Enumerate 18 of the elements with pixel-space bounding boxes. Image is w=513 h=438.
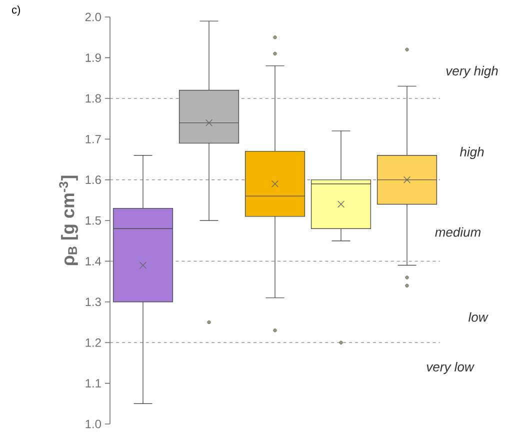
y-tick-label: 1.6 [86, 176, 101, 184]
annotation: very low [426, 362, 475, 374]
y-tick-label: 1.4 [86, 257, 102, 266]
y-tick-label: 1.3 [86, 298, 101, 306]
y-tick-label: 1.9 [86, 53, 101, 62]
y-tick-label: 1.1 [86, 379, 101, 388]
text: very high [446, 66, 498, 78]
y-tick-label: 2.0 [85, 12, 102, 22]
y-tick-label: 1.7 [86, 134, 101, 144]
text: low [468, 312, 488, 322]
y-axis-title: ρ$_{B}$ [g cm$^{-3}$] [59, 176, 78, 266]
y-tick-label: 1.2 [86, 338, 101, 347]
y-tick-label: 1.0 [86, 420, 102, 428]
y-tick-label: 1.8 [86, 94, 101, 103]
text: high [460, 146, 484, 160]
annotation: medium [435, 227, 481, 237]
y-tick-label: 1.5 [86, 216, 101, 225]
text: c) [12, 6, 20, 16]
